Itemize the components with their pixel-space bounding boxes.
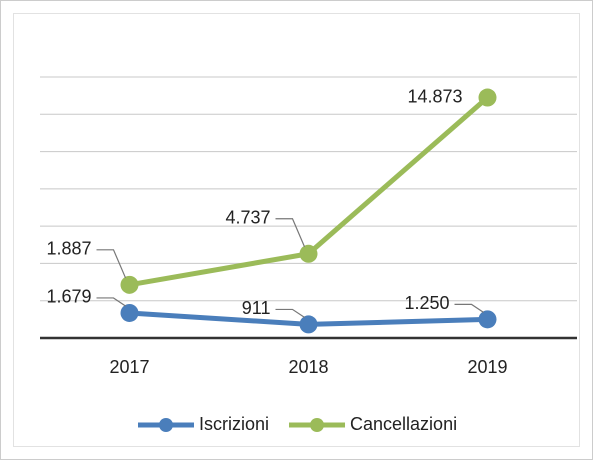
legend-label: Iscrizioni: [199, 414, 269, 434]
data-label: 1.250: [404, 293, 449, 313]
leader-line: [96, 297, 126, 307]
leader-line: [454, 303, 484, 313]
data-label: 14.873: [407, 86, 462, 106]
leader-line: [275, 218, 306, 248]
x-tick-label: 2019: [467, 357, 507, 377]
marker: [478, 310, 497, 329]
marker: [120, 275, 139, 294]
legend-label: Cancellazioni: [350, 414, 457, 434]
marker: [120, 303, 139, 322]
x-tick-label: 2018: [288, 357, 328, 377]
inner-frame: [13, 13, 580, 447]
x-tick-label: 2017: [109, 357, 149, 377]
data-label: 1.887: [46, 239, 91, 259]
legend-marker: [310, 418, 325, 432]
marker: [299, 244, 318, 263]
data-label: 4.737: [225, 208, 270, 228]
legend-marker: [159, 418, 173, 432]
leader-line: [96, 249, 127, 279]
data-label: 911: [242, 298, 271, 318]
marker: [299, 315, 318, 334]
leader-line: [275, 308, 305, 318]
marker: [478, 88, 497, 107]
data-label: 1.679: [46, 287, 91, 307]
